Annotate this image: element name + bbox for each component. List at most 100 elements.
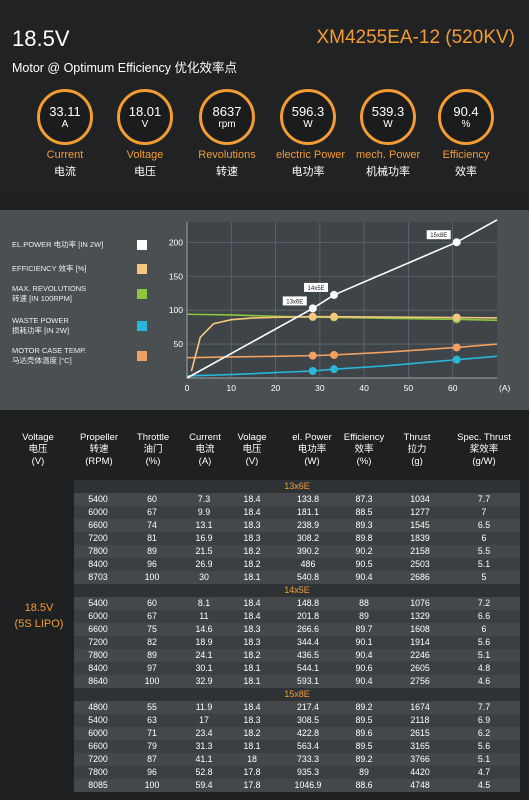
table-cell: 2605 [410, 663, 430, 673]
gauge-label: electric Power [276, 149, 346, 161]
gauge-value: 539.3 [371, 103, 405, 119]
column-header-zh: 转速 [89, 444, 109, 455]
table-cell: 89.3 [355, 520, 373, 530]
table-cell: 18.4 [243, 507, 261, 517]
table-cell: 100 [144, 572, 160, 582]
table-cell: 16.9 [195, 533, 213, 543]
table-cell: 4.8 [477, 663, 491, 673]
table-cell: 1914 [410, 637, 430, 647]
table-cell: 7800 [88, 650, 108, 660]
table-cell: 6000 [88, 728, 108, 738]
table-cell: 390.2 [296, 546, 319, 556]
table-cell: 7200 [88, 754, 108, 764]
table-cell: 5.5 [477, 546, 491, 556]
table-cell: 4420 [410, 767, 430, 777]
gauge-ring: 8637 rpm [199, 89, 255, 145]
table-cell: 5400 [88, 494, 108, 504]
x-axis-label: (A) [499, 383, 511, 393]
table-cell: 7800 [88, 767, 108, 777]
column-header: Volage 电压 (V) [224, 432, 280, 468]
annotation-label: 14x5E [308, 286, 325, 292]
column-header: el. Power 电功率 (W) [280, 432, 344, 468]
table-cell: 9.9 [197, 507, 211, 517]
column-header: Current 电流 (A) [176, 432, 234, 468]
column-header-zh: 电功率 [297, 444, 327, 455]
table-cell: 18.9 [195, 637, 213, 647]
table-cell: 5 [481, 572, 487, 582]
table-cell: 2158 [410, 546, 430, 556]
data-point [308, 351, 317, 360]
table-cell: 18.2 [243, 650, 261, 660]
table-cell: 4800 [88, 702, 108, 712]
table-cell: 97 [147, 663, 157, 673]
gauge-unit: % [461, 118, 471, 130]
gauge-ring: 90.4% [438, 89, 494, 145]
table-cell: 7800 [88, 546, 108, 556]
table-cell: 24.1 [195, 650, 213, 660]
column-header-unit: (V) [31, 456, 45, 467]
table-cell: 2615 [410, 728, 430, 738]
gauge-unit: W [303, 118, 313, 130]
table-row: 8640 100 32.9 18.1 593.1 90.4 2756 4.6 [74, 675, 520, 688]
table-row: 7200 82 18.9 18.3 344.4 90.1 1914 5.6 [74, 636, 520, 649]
table-cell: 7 [481, 507, 487, 517]
data-point [308, 312, 317, 321]
table-cell: 344.4 [296, 637, 319, 647]
table-cell: 89.2 [355, 702, 373, 712]
annotation-label: 15x8E [430, 233, 447, 239]
column-header-en: Propeller [79, 432, 119, 443]
column-header-unit: (W) [304, 456, 320, 467]
data-table: 13x6E 5400 60 7.3 18.4 133.8 87.3 1034 7.7 6000 67… [74, 480, 520, 792]
table-cell: 79 [147, 741, 157, 751]
gauge-label-zh: 电功率 [291, 166, 325, 178]
table-cell: 90.2 [355, 546, 373, 556]
column-header: Throttle 油门 (%) [122, 432, 184, 468]
table-row: 7200 81 16.9 18.3 308.2 89.8 1839 6 [74, 532, 520, 545]
table-cell: 26.9 [195, 559, 213, 569]
table-cell: 266.6 [296, 624, 319, 634]
table-cell: 1329 [410, 611, 430, 621]
legend-swatch [137, 351, 147, 361]
table-row: 6600 79 31.3 18.1 563.4 89.5 3165 5.6 [74, 740, 520, 753]
table-cell: 1076 [410, 598, 430, 608]
table-cell: 201.8 [296, 611, 319, 621]
table-cell: 18.1 [243, 572, 261, 582]
table-cell: 30.1 [195, 663, 213, 673]
table-cell: 18 [247, 754, 257, 764]
table-cell: 67 [147, 611, 157, 621]
table-cell: 31.3 [195, 741, 213, 751]
table-cell: 308.5 [296, 715, 319, 725]
table-cell: 1046.9 [294, 780, 322, 790]
propeller-group-header: 15x8E [74, 688, 520, 701]
gauge: 33.11 A Current 电流 [33, 89, 97, 179]
table-cell: 2118 [410, 715, 430, 725]
group-rows: 5400 60 7.3 18.4 133.8 87.3 1034 7.7 6000 67 9.9 18… [74, 493, 520, 584]
table-cell: 89 [359, 611, 369, 621]
column-header-en: el. Power [292, 432, 332, 443]
table-cell: 486 [300, 559, 316, 569]
table-cell: 89.8 [355, 533, 373, 543]
table-cell: 18.4 [243, 702, 261, 712]
table-cell: 308.2 [296, 533, 319, 543]
series-line [190, 315, 498, 372]
data-point [452, 313, 461, 322]
legend-swatch [137, 240, 147, 250]
table-cell: 59.4 [195, 780, 213, 790]
gauge-label-zh: 机械功率 [366, 166, 410, 178]
gauge-value: 90.4 [453, 103, 479, 119]
table-cell: 1277 [410, 507, 430, 517]
table-cell: 5.1 [477, 650, 491, 660]
gauge-unit: rpm [218, 118, 236, 130]
propeller-group-header: 14x5E [74, 584, 520, 597]
column-header-en: Current [189, 432, 221, 443]
table-row: 5400 60 7.3 18.4 133.8 87.3 1034 7.7 [74, 493, 520, 506]
table-cell: 89.7 [355, 624, 373, 634]
table-cell: 2686 [410, 572, 430, 582]
data-point [452, 238, 461, 247]
legend-entry: MOTOR CASE TEMP. 马达壳体温度 [°C] [12, 346, 147, 366]
data-point [330, 365, 339, 374]
table-cell: 11.9 [195, 702, 213, 712]
table-cell: 60 [147, 598, 157, 608]
gauge: 8637 rpm Revolutions 转速 [195, 89, 259, 179]
legend-label-sub: 转速 [IN 100RPM] [12, 294, 73, 303]
